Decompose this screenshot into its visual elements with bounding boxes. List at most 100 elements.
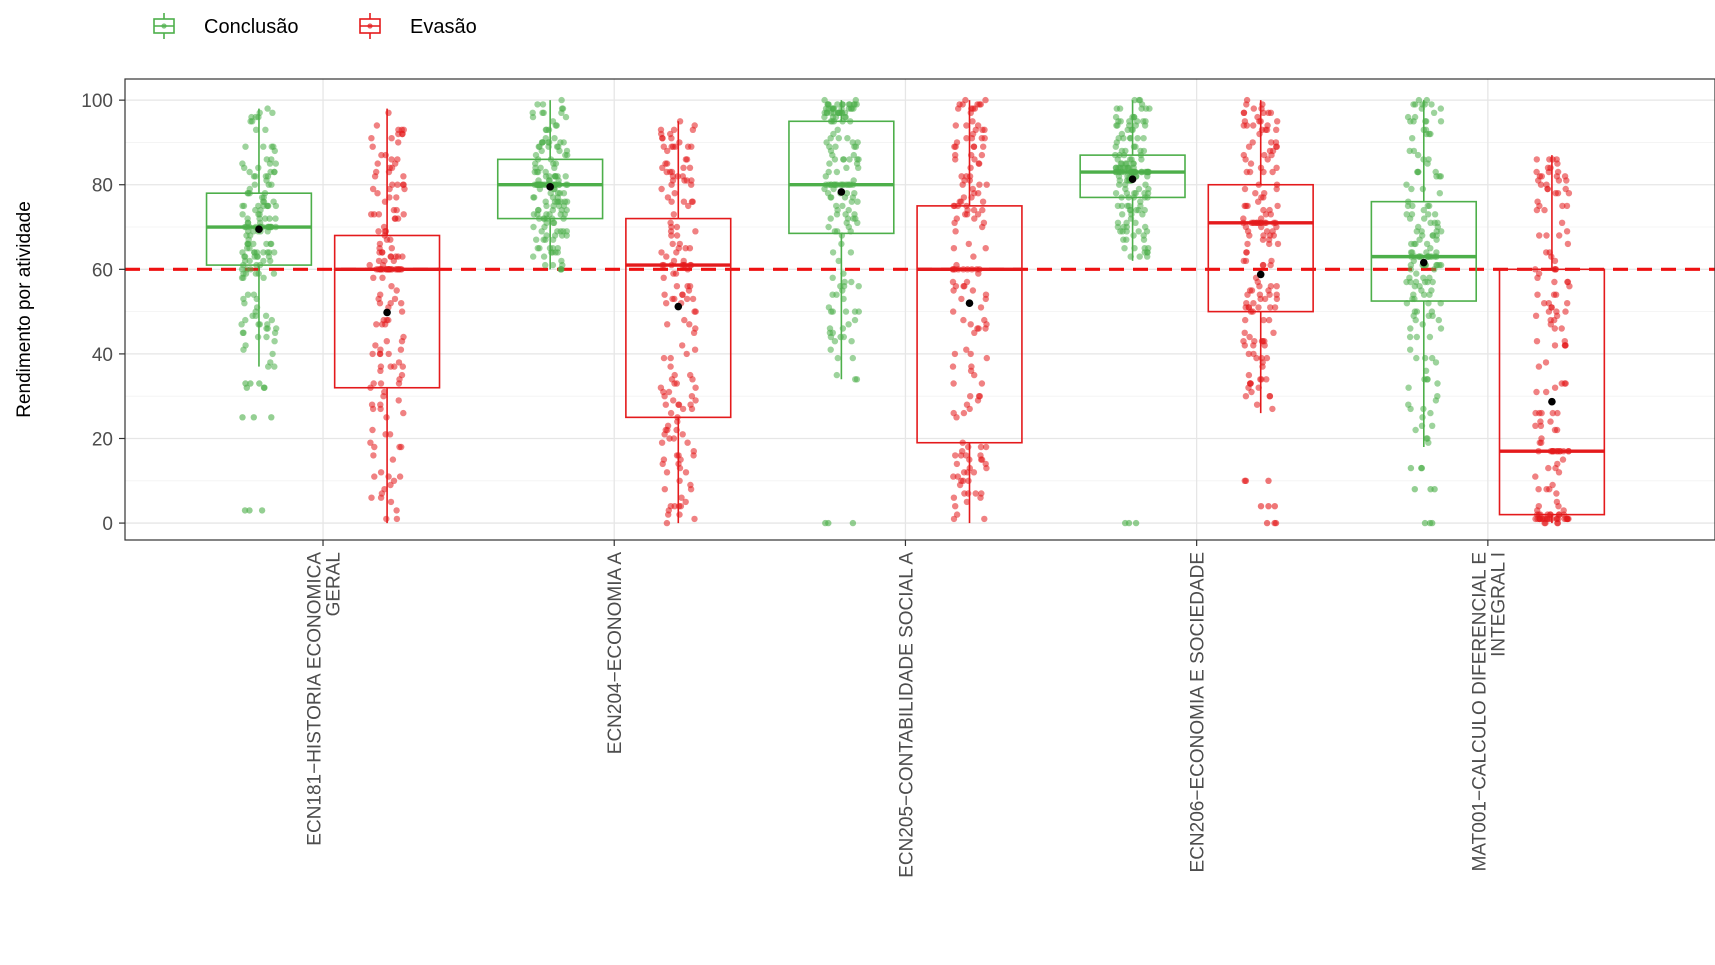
jitter-point [1549,481,1556,489]
jitter-point [983,464,990,472]
jitter-point [1558,325,1565,332]
jitter-point [1412,240,1419,248]
jitter-point [821,96,828,104]
jitter-point [1549,409,1557,417]
box [916,205,1023,444]
jitter-point [692,397,699,404]
jitter-point [967,367,975,374]
jitter-point [834,126,841,133]
jitter-point [1406,215,1414,222]
jitter-point [1535,486,1542,493]
jitter-point [383,338,390,345]
jitter-point [1425,211,1432,218]
jitter-point [849,139,856,146]
jitter-point [660,354,668,362]
jitter-point [1547,164,1554,171]
jitter-point [563,228,570,235]
jitter-point [254,253,261,260]
jitter-point [680,198,688,205]
jitter-point [1246,168,1254,176]
jitter-point [670,126,678,133]
jitter-point [691,515,698,523]
jitter-point [1273,295,1281,303]
jitter-point [1241,329,1248,336]
jitter-point [557,139,564,146]
box [1498,268,1606,516]
jitter-point [391,363,398,370]
jitter-point [967,393,974,400]
jitter-point [846,101,853,108]
jitter-point [981,515,988,523]
jitter-point [1250,300,1257,307]
jitter-point [377,346,384,353]
jitter-point [1535,270,1543,277]
jitter-point [1245,350,1253,358]
jitter-point [249,118,256,125]
outlier-point [1263,519,1271,527]
jitter-point [967,321,974,328]
outlier-point [247,380,254,387]
jitter-point [1132,219,1139,226]
jitter-point [827,135,834,142]
jitter-point [952,283,960,290]
jitter-point [369,426,376,434]
jitter-point [1427,219,1434,226]
outlier-point [1411,486,1419,493]
jitter-point [1263,376,1270,383]
jitter-point [1137,202,1144,210]
jitter-point [375,211,383,218]
jitter-point [1533,156,1541,163]
jitter-point [244,291,252,298]
jitter-point [1533,168,1540,176]
jitter-point [975,190,982,197]
jitter-point [1437,173,1445,180]
jitter-point [1242,304,1249,311]
jitter-point [1554,460,1561,468]
jitter-point [1274,240,1282,248]
jitter-point [955,105,962,112]
jitter-point [375,228,382,235]
jitter-point [559,105,567,112]
jitter-point [855,283,862,290]
jitter-point [554,194,561,201]
jitter-point [1547,418,1554,425]
jitter-point [1426,333,1434,341]
jitter-point [1247,160,1255,167]
jitter-point [1265,316,1273,324]
jitter-point [978,380,986,387]
jitter-point [848,338,855,345]
box [1207,183,1314,313]
jitter-point [557,266,564,273]
jitter-point [400,333,407,341]
jitter-point [1256,291,1264,298]
jitter-point [969,287,977,294]
jitter-point [1244,202,1251,210]
jitter-point [249,312,256,319]
jitter-point [1256,283,1263,290]
jitter-point [373,168,380,176]
jitter-point [1259,236,1267,243]
jitter-point [1433,261,1440,269]
jitter-point [1274,202,1281,210]
jitter-point [950,245,958,252]
jitter-point [388,156,395,163]
jitter-point [1409,135,1416,142]
jitter-point [1429,354,1436,362]
jitter-point [371,473,378,480]
jitter-point [398,300,405,307]
jitter-point [1403,181,1410,188]
jitter-point [381,257,388,265]
jitter-point [662,160,669,167]
jitter-point [387,236,394,243]
legend-label: Conclusão [204,16,299,38]
jitter-point [1255,304,1262,311]
outlier-point [268,414,275,421]
jitter-point [1269,168,1276,176]
jitter-point [1252,190,1259,197]
jitter-point [400,409,407,417]
jitter-point [977,304,985,311]
jitter-point [835,257,842,265]
jitter-point [1433,228,1440,235]
outlier-point [849,519,857,527]
jitter-point [1264,156,1271,163]
